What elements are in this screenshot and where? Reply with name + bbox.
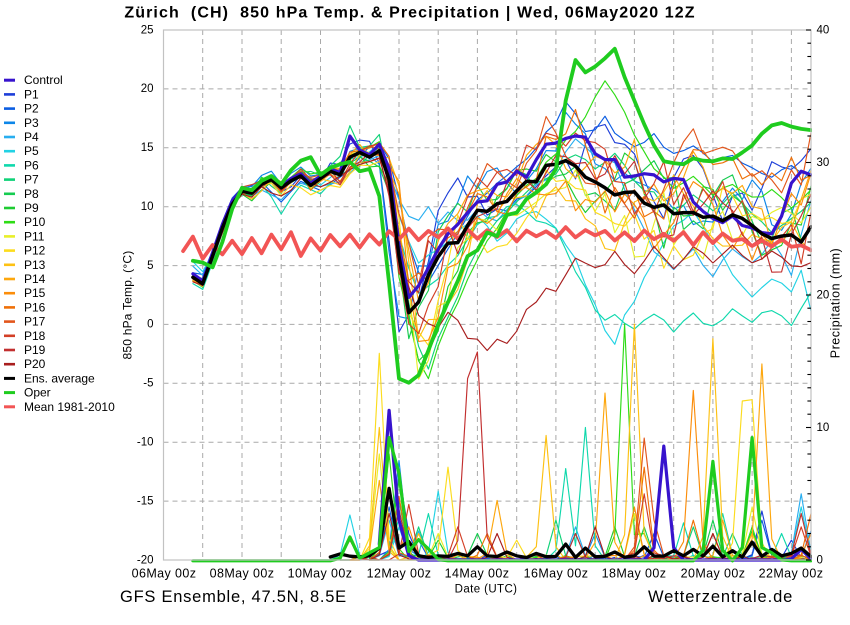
svg-text:P2: P2 <box>24 102 39 116</box>
svg-text:Control: Control <box>24 73 63 87</box>
svg-text:20: 20 <box>817 289 830 301</box>
svg-text:15: 15 <box>141 142 154 154</box>
svg-text:Zürich (CH) 850 hPa Temp. &: Zürich (CH) 850 hPa Temp. & Precipitatio… <box>124 5 695 22</box>
svg-text:GFS Ensemble, 47.5N, 8.5E: GFS Ensemble, 47.5N, 8.5E <box>120 588 347 606</box>
svg-text:P12: P12 <box>24 244 46 258</box>
svg-text:Wetterzentrale.de: Wetterzentrale.de <box>648 588 793 606</box>
svg-text:P16: P16 <box>24 300 46 314</box>
svg-text:P3: P3 <box>24 116 39 130</box>
svg-text:10: 10 <box>141 201 154 213</box>
svg-text:P5: P5 <box>24 144 39 158</box>
svg-text:5: 5 <box>147 260 153 272</box>
svg-text:850 hPa Temp. (°C): 850 hPa Temp. (°C) <box>121 251 135 360</box>
svg-text:Date (UTC): Date (UTC) <box>455 584 518 596</box>
svg-text:14May 00z: 14May 00z <box>445 567 510 581</box>
svg-text:0: 0 <box>147 319 153 331</box>
svg-text:Oper: Oper <box>24 386 51 400</box>
svg-text:P8: P8 <box>24 187 39 201</box>
svg-text:20May 00z: 20May 00z <box>681 567 746 581</box>
svg-text:P6: P6 <box>24 158 39 172</box>
svg-text:10: 10 <box>817 422 830 434</box>
svg-text:20: 20 <box>141 83 154 95</box>
svg-text:-5: -5 <box>143 378 153 390</box>
svg-text:-15: -15 <box>137 495 154 507</box>
svg-text:P4: P4 <box>24 130 39 144</box>
svg-text:Mean 1981-2010: Mean 1981-2010 <box>24 400 115 414</box>
svg-text:18May 00z: 18May 00z <box>602 567 667 581</box>
svg-text:06May 00z: 06May 00z <box>132 567 197 581</box>
svg-text:0: 0 <box>817 554 823 566</box>
svg-text:22May 00z: 22May 00z <box>759 567 824 581</box>
svg-text:25: 25 <box>141 24 154 36</box>
svg-text:Ens. average: Ens. average <box>24 371 95 385</box>
svg-text:P10: P10 <box>24 215 46 229</box>
svg-text:P17: P17 <box>24 315 46 329</box>
svg-text:-10: -10 <box>137 437 154 449</box>
svg-text:-20: -20 <box>137 554 154 566</box>
svg-text:P9: P9 <box>24 201 39 215</box>
svg-text:P19: P19 <box>24 343 46 357</box>
svg-text:08May 00z: 08May 00z <box>210 567 275 581</box>
svg-text:P15: P15 <box>24 286 46 300</box>
svg-text:P14: P14 <box>24 272 46 286</box>
svg-text:Precipitation (mm): Precipitation (mm) <box>829 248 843 358</box>
svg-text:P13: P13 <box>24 258 46 272</box>
svg-text:P7: P7 <box>24 173 39 187</box>
svg-text:10May 00z: 10May 00z <box>288 567 353 581</box>
svg-text:16May 00z: 16May 00z <box>524 567 589 581</box>
svg-text:12May 00z: 12May 00z <box>367 567 432 581</box>
svg-text:40: 40 <box>817 24 830 36</box>
svg-text:P11: P11 <box>24 229 45 243</box>
svg-text:P20: P20 <box>24 357 46 371</box>
svg-text:P18: P18 <box>24 329 46 343</box>
svg-text:30: 30 <box>817 157 830 169</box>
svg-text:P1: P1 <box>24 87 39 101</box>
